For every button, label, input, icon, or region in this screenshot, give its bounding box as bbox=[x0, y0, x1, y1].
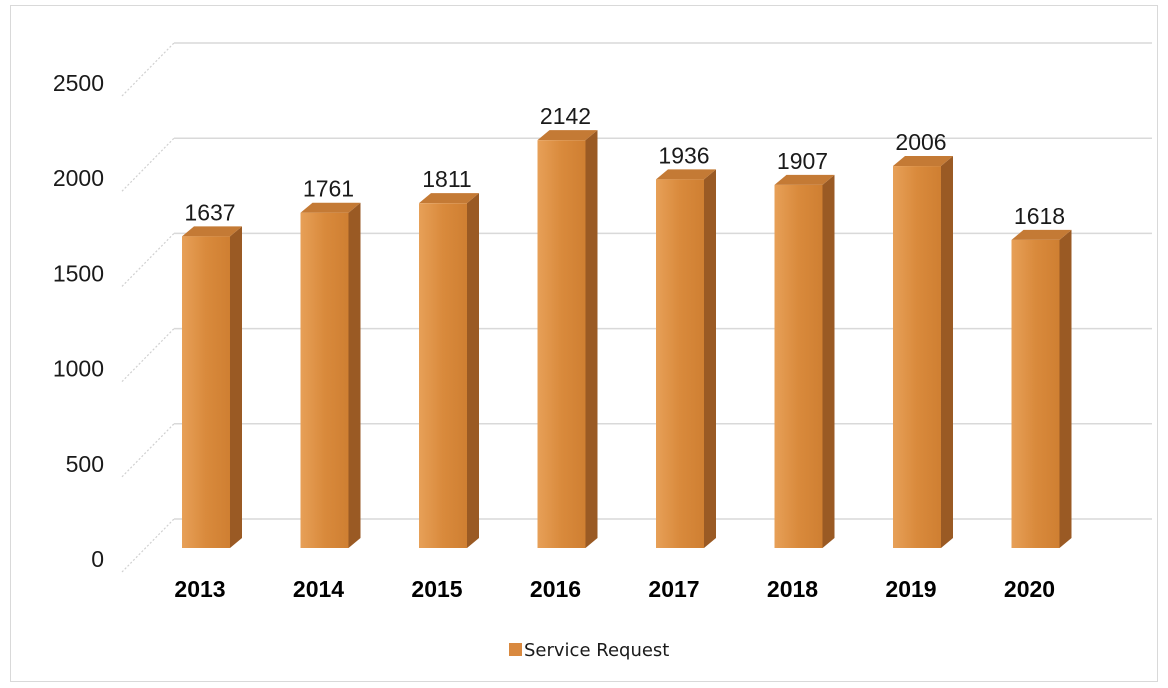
x-tick-label: 2019 bbox=[885, 576, 936, 602]
bar-2018 bbox=[774, 174, 835, 548]
x-tick-label: 2015 bbox=[411, 576, 462, 602]
bar-2016 bbox=[537, 130, 598, 548]
bar-side bbox=[704, 169, 716, 548]
y-tick-label: 500 bbox=[66, 451, 104, 477]
y-axis-ticks: 0 500 1000 1500 2000 2500 bbox=[53, 70, 104, 572]
data-label: 1907 bbox=[777, 148, 828, 174]
bar-front bbox=[1011, 239, 1060, 548]
bar-front bbox=[419, 203, 467, 548]
gridline-wall bbox=[121, 423, 175, 478]
bar-front bbox=[182, 236, 230, 549]
x-tick-label: 2013 bbox=[174, 576, 225, 602]
bar-front bbox=[774, 184, 823, 548]
x-tick-label: 2014 bbox=[293, 576, 344, 602]
bar-top bbox=[419, 193, 479, 204]
x-tick-label: 2018 bbox=[767, 576, 818, 602]
data-labels: 1637 1761 1811 2142 1936 1907 2006 1618 bbox=[184, 103, 1065, 229]
bar-side bbox=[941, 156, 953, 548]
bar-top bbox=[893, 156, 953, 167]
bar-side bbox=[1059, 229, 1072, 548]
bar-top bbox=[537, 130, 598, 141]
data-label: 2006 bbox=[895, 129, 946, 155]
x-axis-ticks: 2013 2014 2015 2016 2017 2018 2019 2020 bbox=[174, 576, 1055, 602]
gridline-wall bbox=[121, 137, 175, 192]
bar-front bbox=[656, 179, 704, 548]
gridline-wall bbox=[121, 232, 175, 287]
x-tick-label: 2017 bbox=[648, 576, 699, 602]
bar-top bbox=[182, 226, 242, 237]
gridlines bbox=[121, 42, 1152, 573]
bar-front bbox=[893, 166, 941, 548]
y-tick-label: 2000 bbox=[53, 165, 104, 191]
bar-top bbox=[774, 174, 835, 185]
data-label: 1618 bbox=[1014, 203, 1065, 229]
gridline-wall bbox=[121, 328, 175, 383]
bar-2017 bbox=[656, 169, 716, 548]
data-label: 1637 bbox=[184, 199, 235, 225]
data-label: 1761 bbox=[303, 176, 354, 202]
gridline-wall bbox=[121, 518, 175, 573]
bar-2013 bbox=[182, 226, 242, 549]
x-tick-label: 2020 bbox=[1004, 576, 1055, 602]
y-tick-label: 1000 bbox=[53, 356, 104, 382]
y-tick-label: 1500 bbox=[53, 260, 104, 286]
bar-side bbox=[822, 174, 835, 548]
bar-side bbox=[348, 202, 361, 548]
bar-front bbox=[537, 140, 586, 548]
bar-top bbox=[656, 169, 716, 180]
bar-side bbox=[467, 193, 479, 548]
bar-side bbox=[230, 226, 242, 549]
legend: Service Request bbox=[509, 640, 669, 661]
y-tick-label: 0 bbox=[91, 546, 104, 572]
legend-label: Service Request bbox=[524, 640, 669, 661]
legend-swatch bbox=[509, 643, 522, 656]
data-label: 1936 bbox=[658, 142, 709, 168]
y-tick-label: 2500 bbox=[53, 70, 104, 96]
bar-top bbox=[1011, 229, 1072, 240]
bar-2020 bbox=[1011, 229, 1072, 548]
gridline-wall bbox=[121, 42, 175, 97]
bar-2019 bbox=[893, 156, 953, 548]
bar-front bbox=[300, 212, 349, 548]
bar-2014 bbox=[300, 202, 361, 548]
data-label: 2142 bbox=[540, 103, 591, 129]
bar-side bbox=[585, 130, 598, 548]
data-label: 1811 bbox=[422, 166, 471, 192]
x-tick-label: 2016 bbox=[530, 576, 581, 602]
bars bbox=[182, 130, 1072, 549]
bar-2015 bbox=[419, 193, 479, 548]
bar-top bbox=[300, 202, 361, 213]
